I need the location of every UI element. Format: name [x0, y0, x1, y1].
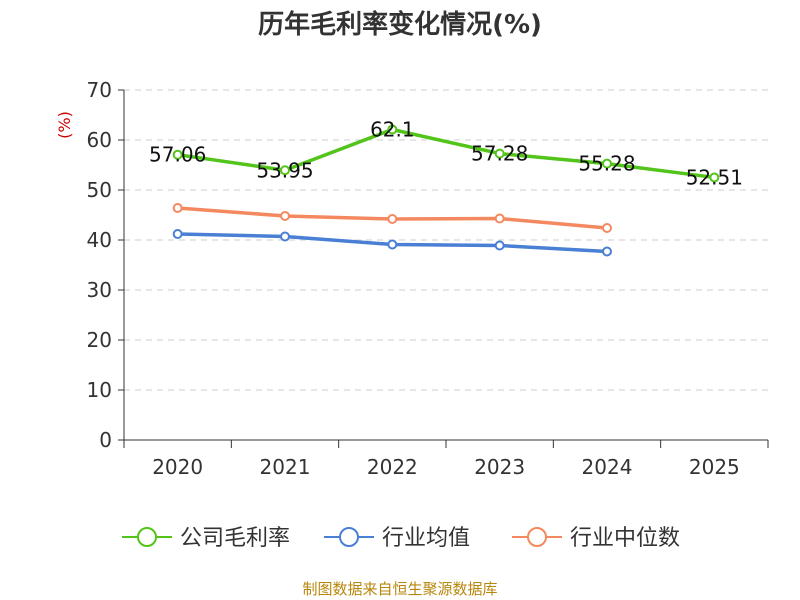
data-point — [280, 211, 290, 221]
data-labels: 57.06 53.95 62.1 57.28 55.28 52.51 — [149, 118, 743, 190]
data-point — [602, 223, 612, 233]
data-point — [387, 124, 398, 135]
y-tick-label: 30 — [87, 278, 112, 302]
data-point — [494, 148, 505, 159]
series-lines — [172, 124, 720, 257]
data-label: 52.51 — [686, 165, 743, 189]
grid-lines — [124, 89, 768, 391]
legend-marker — [527, 527, 547, 547]
legend-label: 行业中位数 — [570, 526, 680, 551]
data-label: 57.06 — [149, 143, 206, 167]
x-tick-label: 2025 — [689, 455, 740, 479]
chart-title: 历年毛利率变化情况(%) — [258, 10, 542, 40]
data-label: 53.95 — [256, 158, 313, 182]
data-point — [602, 246, 612, 257]
data-point — [172, 203, 183, 213]
y-tick-label: 10 — [87, 378, 112, 402]
legend-item[interactable]: 行业中位数 — [512, 526, 680, 551]
legend-label: 公司毛利率 — [180, 526, 290, 551]
data-point — [280, 231, 290, 242]
y-tick-labels: 0 10 20 30 40 50 60 70 — [87, 78, 112, 452]
data-point — [387, 214, 398, 224]
y-axis-label: (%) — [55, 111, 74, 139]
data-point — [172, 229, 183, 239]
y-tick-label: 40 — [87, 228, 112, 252]
data-label: 62.1 — [370, 118, 415, 142]
y-tick-label: 0 — [99, 428, 112, 452]
x-tick-label: 2021 — [260, 455, 311, 479]
data-label: 57.28 — [471, 142, 528, 166]
data-point — [709, 172, 720, 183]
y-tick-label: 60 — [87, 128, 112, 152]
axes — [118, 89, 769, 448]
legend: 公司毛利率 行业均值 行业中位数 — [122, 526, 680, 551]
data-label: 55.28 — [578, 152, 635, 176]
y-tick-label: 50 — [87, 178, 112, 202]
data-point — [280, 165, 290, 176]
data-point — [172, 149, 183, 160]
x-tick-label: 2024 — [582, 455, 633, 479]
legend-item[interactable]: 公司毛利率 — [122, 526, 290, 551]
data-point — [602, 158, 612, 169]
legend-label: 行业均值 — [382, 526, 470, 551]
x-tick-label: 2020 — [152, 455, 203, 479]
x-tick-labels: 2020 2021 2022 2023 2024 2025 — [152, 455, 740, 479]
x-tick-label: 2023 — [474, 455, 525, 479]
legend-marker — [339, 527, 359, 547]
series-line — [177, 127, 715, 180]
x-tick-label: 2022 — [367, 455, 418, 479]
legend-marker — [137, 527, 157, 547]
data-point — [494, 240, 505, 251]
y-tick-label: 20 — [87, 328, 112, 352]
data-point — [387, 239, 398, 250]
data-point — [494, 213, 505, 224]
source-note: 制图数据来自恒生聚源数据库 — [302, 580, 498, 598]
y-tick-label: 70 — [87, 78, 112, 102]
legend-item[interactable]: 行业均值 — [324, 526, 470, 551]
